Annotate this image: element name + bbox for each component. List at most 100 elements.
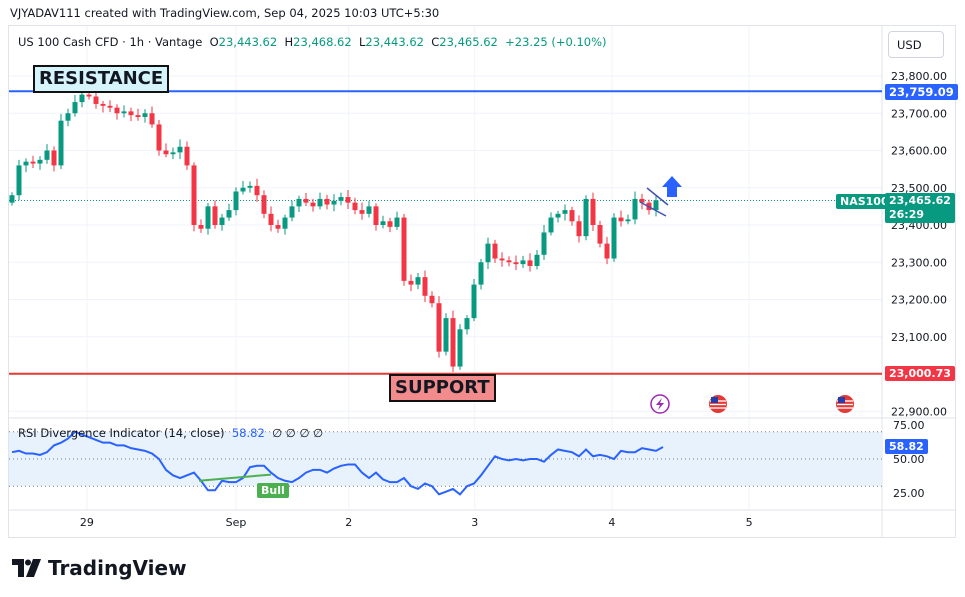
currency-button[interactable]: USD xyxy=(888,31,944,58)
price-axis-label: 23,200.00 xyxy=(891,294,947,307)
bull-divergence-line xyxy=(198,473,272,482)
rsi-name: RSI Divergence Indicator (14, close) xyxy=(18,426,225,440)
chart-credit: VJYADAV111 created with TradingView.com,… xyxy=(10,6,440,20)
candle-body xyxy=(205,206,211,229)
candle-body xyxy=(345,197,351,203)
candle-body xyxy=(219,217,225,225)
candle-body xyxy=(100,103,106,106)
candle-body xyxy=(324,198,330,205)
rsi-axis-label: 75.00 xyxy=(893,419,925,432)
candle-body xyxy=(590,198,596,225)
candle-body xyxy=(394,217,400,227)
open-value: 23,443.62 xyxy=(218,35,278,49)
candle-body xyxy=(429,295,435,304)
candle-body xyxy=(135,115,141,117)
candle-body xyxy=(422,277,428,296)
candle-body xyxy=(149,113,155,125)
candle-body xyxy=(184,146,190,166)
candle-body xyxy=(436,303,442,352)
support-price-badge: 23,000.73 xyxy=(885,366,955,381)
candle-body xyxy=(457,329,463,367)
arrow-up-icon xyxy=(662,176,682,197)
candle-body xyxy=(177,146,183,153)
candle-body xyxy=(233,191,239,211)
tradingview-logo[interactable]: TradingView xyxy=(12,556,187,580)
candle-body xyxy=(247,185,253,188)
lightning-icon xyxy=(656,398,664,410)
candle-body xyxy=(338,197,344,201)
candle-body xyxy=(632,198,638,220)
candle-body xyxy=(471,284,477,319)
rsi-value-badge: 58.82 xyxy=(885,439,928,454)
bull-divergence-label: Bull xyxy=(257,483,289,498)
candle-body xyxy=(450,318,456,367)
candle-body xyxy=(23,161,29,166)
candle-body xyxy=(9,195,15,203)
candle-body xyxy=(443,318,449,352)
logo-text: TradingView xyxy=(48,556,187,580)
candle-body xyxy=(310,202,316,207)
candle-body xyxy=(373,206,379,225)
candle-body xyxy=(303,198,309,203)
flag-lower-line xyxy=(639,201,667,217)
resistance-label[interactable]: RESISTANCE xyxy=(33,65,170,93)
candle-body xyxy=(653,200,659,211)
candle-body xyxy=(191,165,197,225)
candle-body xyxy=(352,202,358,211)
low-value: 23,443.62 xyxy=(365,35,424,49)
time-axis-label: 4 xyxy=(608,516,615,529)
flag-canton xyxy=(838,397,845,403)
candle-body xyxy=(261,195,267,214)
candle-body xyxy=(331,200,337,205)
rsi-axis-label: 25.00 xyxy=(893,487,925,500)
candle-body xyxy=(268,213,274,225)
price-axis-label: 23,700.00 xyxy=(891,107,947,120)
tradingview-logo-icon xyxy=(12,559,41,577)
candle-body xyxy=(478,262,484,285)
candle-body xyxy=(240,187,246,192)
candle-body xyxy=(128,111,134,116)
candle-body xyxy=(562,210,568,214)
high-value: 23,468.62 xyxy=(293,35,352,49)
candle-body xyxy=(464,318,470,330)
high-label: H xyxy=(284,35,294,49)
time-axis-label: 5 xyxy=(746,516,753,529)
chart-frame xyxy=(8,25,956,538)
candle-body xyxy=(156,124,162,151)
time-axis-label: 3 xyxy=(471,516,478,529)
candle-body xyxy=(415,277,421,285)
candle-body xyxy=(625,219,631,222)
price-axis-label: 23,100.00 xyxy=(891,331,947,344)
open-label: O xyxy=(209,35,219,49)
candle-body xyxy=(597,225,603,244)
candle-body xyxy=(485,243,491,263)
close-label: C xyxy=(431,35,440,49)
candle-body xyxy=(51,150,57,166)
candle-body xyxy=(296,198,302,207)
price-axis-label: 22,900.00 xyxy=(891,405,947,418)
rsi-axis-label: 50.00 xyxy=(893,453,925,466)
rsi-legend-value: 58.82 xyxy=(231,426,265,440)
candle-body xyxy=(226,210,232,218)
time-axis-label: 2 xyxy=(345,516,352,529)
candle-body xyxy=(408,280,414,285)
rsi-legend[interactable]: RSI Divergence Indicator (14, close) 58.… xyxy=(18,426,323,440)
candle-body xyxy=(163,150,169,155)
candle-body xyxy=(513,262,519,265)
candle-body xyxy=(121,111,127,114)
candle-body xyxy=(576,221,582,237)
candle-body xyxy=(30,161,36,164)
candle-body xyxy=(534,254,540,266)
support-label[interactable]: SUPPORT xyxy=(389,374,496,402)
candle-body xyxy=(289,206,295,218)
candle-body xyxy=(282,217,288,229)
candle-body xyxy=(520,260,526,265)
candle-body xyxy=(506,260,512,263)
symbol-title[interactable]: US 100 Cash CFD · 1h · Vantage xyxy=(18,35,203,49)
candle-body xyxy=(387,221,393,227)
resistance-price-badge: 23,759.09 xyxy=(885,84,958,100)
bar-countdown: 26:29 xyxy=(889,208,925,221)
last-price-badge: 23,465.62 26:29 xyxy=(885,193,955,223)
symbol-badge: NAS100 xyxy=(836,194,893,209)
